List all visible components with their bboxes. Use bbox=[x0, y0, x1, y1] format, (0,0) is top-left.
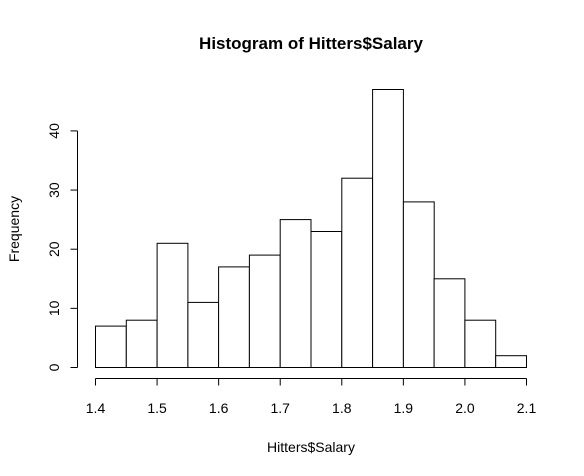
x-axis: 1.4 1.5 1.6 1.7 1.8 1.9 2.0 2.1 bbox=[86, 378, 537, 416]
histogram-bar bbox=[495, 355, 528, 369]
histogram-bar bbox=[372, 89, 404, 368]
x-tick-label: 1.7 bbox=[270, 400, 290, 416]
histogram-bar bbox=[464, 319, 497, 369]
histogram-bar bbox=[279, 219, 312, 368]
histogram-bar bbox=[310, 231, 343, 368]
x-axis-label: Hitters$Salary bbox=[267, 439, 355, 455]
histogram-bar bbox=[402, 201, 435, 368]
y-tick-label: 30 bbox=[46, 182, 62, 198]
y-axis: 0 10 20 30 40 bbox=[46, 123, 78, 371]
x-tick-label: 2.1 bbox=[517, 400, 537, 416]
histogram-bar bbox=[248, 254, 281, 369]
x-tick-label: 1.6 bbox=[209, 400, 229, 416]
histogram-bar bbox=[125, 319, 158, 369]
y-tick-label: 0 bbox=[46, 363, 62, 371]
y-tick-label: 20 bbox=[46, 241, 62, 257]
x-tick-label: 1.9 bbox=[394, 400, 414, 416]
x-tick-label: 1.4 bbox=[86, 400, 106, 416]
y-axis-label: Frequency bbox=[6, 196, 22, 262]
histogram-bar bbox=[218, 266, 250, 368]
bars-group bbox=[95, 89, 528, 369]
x-tick-label: 1.8 bbox=[332, 400, 352, 416]
y-tick-label: 10 bbox=[46, 300, 62, 316]
chart-title: Histogram of Hitters$Salary bbox=[199, 34, 423, 53]
x-tick-label: 1.5 bbox=[147, 400, 167, 416]
histogram-bar bbox=[341, 177, 374, 368]
histogram-bar bbox=[95, 325, 127, 369]
y-tick-label: 40 bbox=[46, 123, 62, 139]
x-tick-label: 2.0 bbox=[455, 400, 475, 416]
histogram-bar bbox=[156, 242, 189, 368]
histogram-bar bbox=[433, 278, 466, 368]
histogram-bar bbox=[187, 301, 220, 368]
